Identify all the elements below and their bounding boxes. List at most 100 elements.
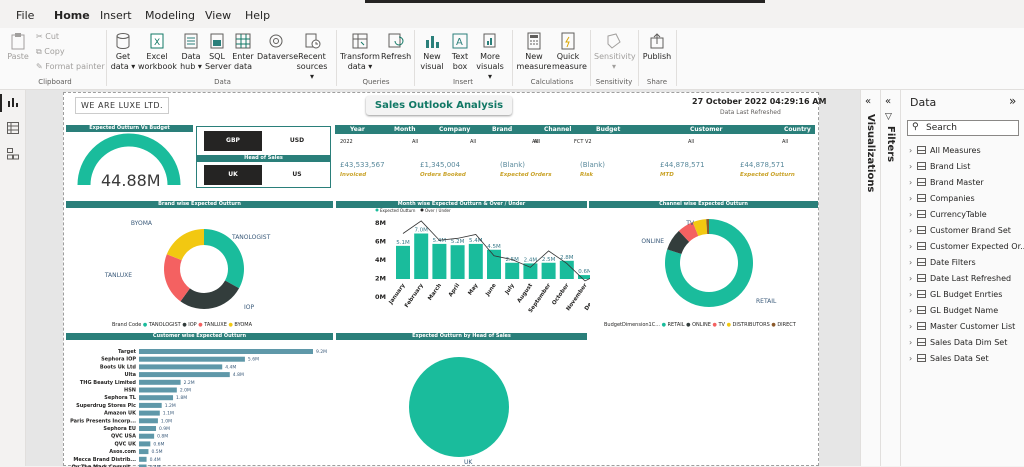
format-painter-button[interactable]: ✎ Format painter [36,62,105,72]
bar-data-label: 2.2M [184,380,195,386]
cut-button[interactable]: ✂ Cut [36,32,59,42]
transform-data-button[interactable]: Transform data ▾ [340,32,380,72]
month-bar [396,246,410,279]
excel-workbook-button[interactable]: X Excel workbook [138,32,176,72]
filter-country-value[interactable]: All [782,139,788,145]
new-visual-button[interactable]: New visual [418,32,446,72]
field-table-item[interactable]: ›CurrencyTable [909,210,987,219]
report-page: WE ARE LUXE LTD. Sales Outlook Analysis … [63,92,819,466]
search-input[interactable]: Search [926,123,957,133]
field-table-item[interactable]: ›Sales Data Dim Set [909,338,1007,347]
menu-insert[interactable]: Insert [100,9,132,22]
donut-label: ONLINE [641,238,664,245]
dataverse-button[interactable]: Dataverse [257,32,295,62]
table-icon [917,354,926,362]
donut-label: TANOLOGIST [231,234,271,241]
donut-label: TANLUXE [104,272,132,279]
filter-channel-value[interactable]: All [534,139,540,145]
filter-month-value[interactable]: All [412,139,418,145]
field-table-label: Date Last Refreshed [930,274,1011,283]
field-table-item[interactable]: ›Master Customer List [909,322,1015,331]
table-view-icon[interactable] [7,122,19,134]
field-table-item[interactable]: ›Brand List [909,162,970,171]
field-table-item[interactable]: › Date Last Refreshed [909,274,1011,283]
search-box[interactable]: ⚲ Search [907,120,1019,136]
get-data-label: Get data ▾ [111,52,136,71]
customer-chart-header: Customer wise Expected Outturn [66,333,333,340]
category-label: Amazon UK [104,411,137,417]
filter-country-label: Country [784,126,811,133]
enter-data-button[interactable]: Enter data [231,32,255,72]
field-table-item[interactable]: ›Customer Expected Or... [909,242,1024,251]
field-table-item[interactable]: ›Date Filters [909,258,976,267]
sql-server-button[interactable]: SQL Server [205,32,229,72]
sensitivity-button[interactable]: Sensitivity ▾ [594,32,634,72]
donut-slice [180,281,239,309]
recent-sources-button[interactable]: Recent sources ▾ [295,32,329,82]
publish-label: Publish [643,52,672,61]
new-measure-button[interactable]: New measure [516,32,552,72]
x-tick-label: October [551,282,570,306]
menu-help[interactable]: Help [245,9,270,22]
hos-us[interactable]: US [282,165,312,185]
bar-data-label: 0.5M [151,449,162,455]
field-table-item[interactable]: ›Sales Data Set [909,354,989,363]
get-data-button[interactable]: Get data ▾ [110,32,136,72]
visualizations-pane-collapsed[interactable]: « Visualizations [860,90,880,466]
filters-pane-collapsed[interactable]: « ▽ Filters [880,90,900,466]
share-group-label: Share [642,78,672,86]
data-hub-button[interactable]: Data hub ▾ [177,32,205,72]
menu-file[interactable]: File [16,9,34,22]
hos-uk[interactable]: UK [204,165,262,185]
ribbon-separator [638,30,639,86]
menu-modeling[interactable]: Modeling [145,9,195,22]
field-table-item[interactable]: ›Companies [909,194,975,203]
collapse-data-pane-icon[interactable]: » [1009,94,1016,108]
field-table-item[interactable]: ›All Measures [909,146,981,155]
filter-company-value[interactable]: All [470,139,476,145]
expand-filters-icon[interactable]: « [885,96,891,107]
copy-button[interactable]: ⧉ Copy [36,47,65,57]
field-table-item[interactable]: ›GL Budget Name [909,306,998,315]
customer-bar [139,357,245,362]
field-table-item[interactable]: ›Customer Brand Set [909,226,1011,235]
chevron-right-icon: › [909,274,917,283]
currency-usd[interactable]: USD [282,131,312,151]
bar-chart-icon [422,32,442,50]
refresh-button[interactable]: Refresh [381,32,409,62]
quick-measure-button[interactable]: Quick measure [552,32,584,72]
new-measure-label: New measure [517,52,552,71]
menu-home[interactable]: Home [54,9,90,22]
currency-gbp[interactable]: GBP [204,131,262,151]
filter-channel-label: Channel [544,126,571,133]
kpi-value: £43,533,567 [340,161,385,169]
legend-item: ● TANOLOGIST [143,322,182,328]
text-box-button[interactable]: A Text box [448,32,472,72]
table-icon [917,162,926,170]
filter-budget-value[interactable]: FCT V2 [574,139,592,145]
expand-visualizations-icon[interactable]: « [865,96,871,107]
chevron-right-icon: › [909,338,917,347]
filter-year-value[interactable]: 2022 [340,139,353,145]
filter-customer-value[interactable]: All [688,139,694,145]
model-view-icon[interactable] [7,148,19,160]
field-table-item[interactable]: ›GL Budget Enrties [909,290,1002,299]
table-icon [917,194,926,202]
cut-label: Cut [45,32,59,41]
more-visuals-button[interactable]: More visuals ▾ [474,32,506,82]
search-icon: ⚲ [912,122,919,132]
category-label: Asos.com [109,449,136,455]
data-pane-title: Data [910,96,936,109]
category-label: Mecca Brand Distrib... [73,457,136,463]
menu-view[interactable]: View [205,9,231,22]
paste-button[interactable]: Paste [6,32,30,62]
field-table-label: Master Customer List [930,322,1015,331]
publish-button[interactable]: Publish [642,32,672,62]
ribbon: Paste ✂ Cut ⧉ Copy ✎ Format painter Clip… [0,28,1024,90]
report-view-icon[interactable] [7,96,19,108]
filter-brand-label: Brand [492,126,512,133]
bar-data-label: 1.1M [163,411,174,417]
chevron-right-icon: › [909,178,917,187]
svg-text:A: A [456,37,463,48]
field-table-item[interactable]: ›Brand Master [909,178,984,187]
